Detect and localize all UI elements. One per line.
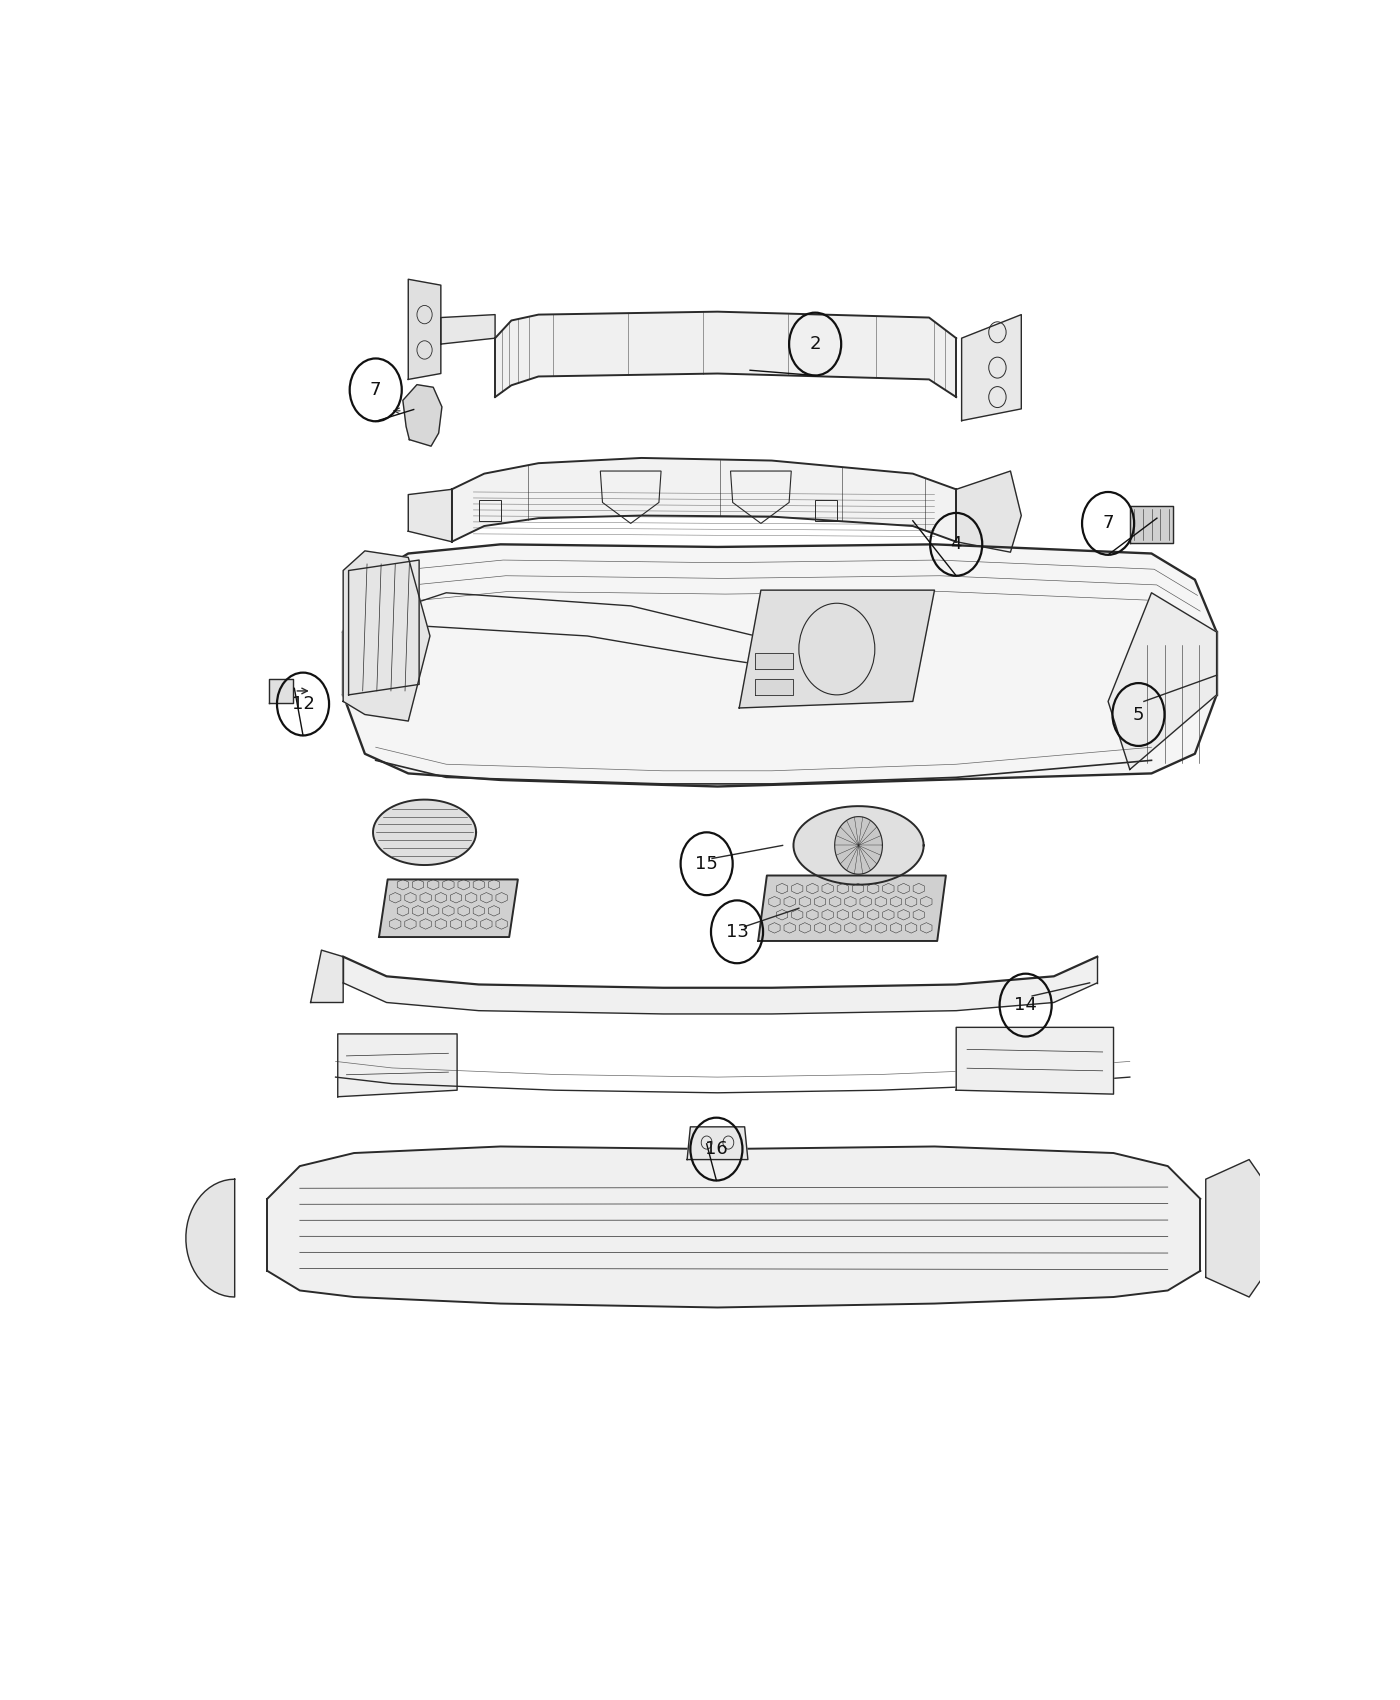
Polygon shape xyxy=(441,314,496,343)
Bar xyxy=(479,500,501,520)
Polygon shape xyxy=(267,1146,1200,1307)
Polygon shape xyxy=(794,806,924,884)
Polygon shape xyxy=(337,1034,456,1096)
Polygon shape xyxy=(739,590,935,707)
Bar xyxy=(815,500,837,520)
Polygon shape xyxy=(343,551,430,721)
Polygon shape xyxy=(759,876,946,942)
Text: 15: 15 xyxy=(696,855,718,872)
Polygon shape xyxy=(452,457,956,542)
Text: 4: 4 xyxy=(951,536,962,552)
Polygon shape xyxy=(349,559,419,695)
Polygon shape xyxy=(343,544,1217,787)
Polygon shape xyxy=(834,816,882,874)
Polygon shape xyxy=(1205,1159,1266,1297)
Polygon shape xyxy=(956,1027,1113,1095)
Text: 12: 12 xyxy=(291,695,315,712)
Text: 5: 5 xyxy=(1133,706,1144,724)
Polygon shape xyxy=(409,490,452,542)
Polygon shape xyxy=(372,799,476,865)
Text: 7: 7 xyxy=(1102,515,1114,532)
Polygon shape xyxy=(956,471,1022,552)
Text: 16: 16 xyxy=(706,1141,728,1158)
Text: 2: 2 xyxy=(809,335,820,354)
Polygon shape xyxy=(379,879,518,937)
Polygon shape xyxy=(409,279,441,379)
Polygon shape xyxy=(687,1127,748,1159)
Polygon shape xyxy=(343,957,1098,1013)
Polygon shape xyxy=(496,311,956,398)
Polygon shape xyxy=(962,314,1022,420)
Polygon shape xyxy=(756,680,794,695)
Polygon shape xyxy=(311,950,343,1003)
Polygon shape xyxy=(403,384,442,445)
Text: 14: 14 xyxy=(1014,996,1037,1015)
Text: 7: 7 xyxy=(370,381,381,400)
Text: 13: 13 xyxy=(725,923,749,940)
Polygon shape xyxy=(756,653,794,668)
Polygon shape xyxy=(1130,507,1173,542)
Polygon shape xyxy=(269,680,293,702)
Polygon shape xyxy=(186,1180,235,1297)
Polygon shape xyxy=(1109,593,1217,770)
